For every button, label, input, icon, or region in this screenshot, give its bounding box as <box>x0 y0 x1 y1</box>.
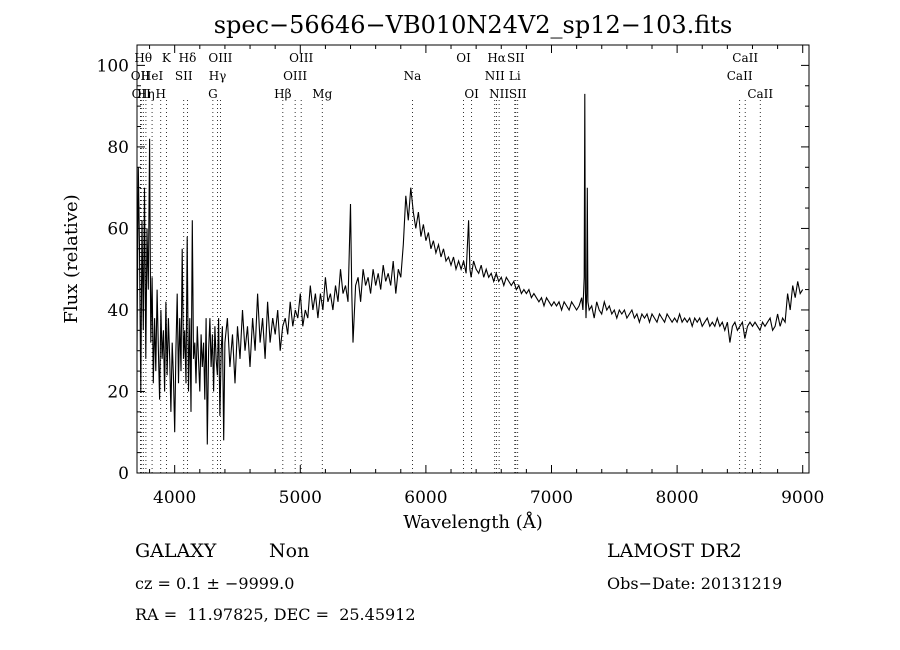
line-label: SII <box>175 69 193 83</box>
line-label: Hδ <box>179 51 197 65</box>
line-label: Na <box>404 69 422 83</box>
line-label: H <box>156 87 166 101</box>
line-label: OI <box>456 51 471 65</box>
line-label: Li <box>509 69 521 83</box>
y-tick-label: 80 <box>107 138 129 158</box>
line-label: SII <box>509 87 527 101</box>
line-label: Hθ <box>134 51 152 65</box>
line-label: OIII <box>208 51 232 65</box>
y-tick-label: 60 <box>107 219 129 239</box>
line-label: CaII <box>747 87 773 101</box>
line-label: OIII <box>289 51 313 65</box>
redshift-value: cz = 0.1 ± −9999.0 <box>135 574 295 593</box>
plot-frame <box>136 44 810 474</box>
spectral-line-markers <box>139 100 761 473</box>
x-tick-label: 7000 <box>530 488 573 508</box>
line-label: Hα <box>487 51 506 65</box>
y-axis-label: Flux (relative) <box>61 194 82 323</box>
observation-date: Obs−Date: 20131219 <box>607 574 783 593</box>
line-label: Hγ <box>209 69 227 83</box>
y-tick-label: 0 <box>118 464 129 484</box>
x-axis: 4000 5000 6000 7000 8000 9000 <box>149 45 824 508</box>
x-tick-label: 5000 <box>279 488 322 508</box>
line-label: CaII <box>727 69 753 83</box>
line-label: OIII <box>283 69 307 83</box>
line-label: Hη <box>137 87 155 101</box>
y-tick-label: 20 <box>107 382 129 402</box>
spectrum-line <box>136 93 804 445</box>
object-subclass: Non <box>269 540 310 562</box>
line-label: NII <box>485 69 505 83</box>
x-tick-label: 9000 <box>781 488 824 508</box>
line-label: OII <box>131 69 151 83</box>
line-label: SII <box>507 51 525 65</box>
spectral-line-labels: OIIOIIHθHηHeIHKSIIHδGHγOIIIHβOIIIOIIIMgN… <box>131 51 774 101</box>
x-tick-label: 6000 <box>404 488 447 508</box>
y-tick-label: 100 <box>97 56 129 76</box>
survey-name: LAMOST DR2 <box>607 540 742 562</box>
x-tick-label: 8000 <box>655 488 698 508</box>
line-label: OI <box>464 87 479 101</box>
line-label: Hβ <box>274 87 291 101</box>
coordinates: RA = 11.97825, DEC = 25.45912 <box>135 605 416 624</box>
x-axis-label: Wavelength (Å) <box>403 511 543 533</box>
y-tick-label: 40 <box>107 301 129 321</box>
line-label: NII <box>489 87 509 101</box>
chart-title: spec−56646−VB010N24V2_sp12−103.fits <box>214 11 733 39</box>
x-tick-label: 4000 <box>153 488 196 508</box>
line-label: G <box>208 87 218 101</box>
y-axis: 0 20 40 60 80 100 <box>97 56 809 484</box>
line-label: K <box>162 51 172 65</box>
line-label: HeI <box>141 69 164 83</box>
line-label: CaII <box>732 51 758 65</box>
object-class: GALAXY <box>135 540 217 562</box>
line-label: Mg <box>312 87 332 101</box>
